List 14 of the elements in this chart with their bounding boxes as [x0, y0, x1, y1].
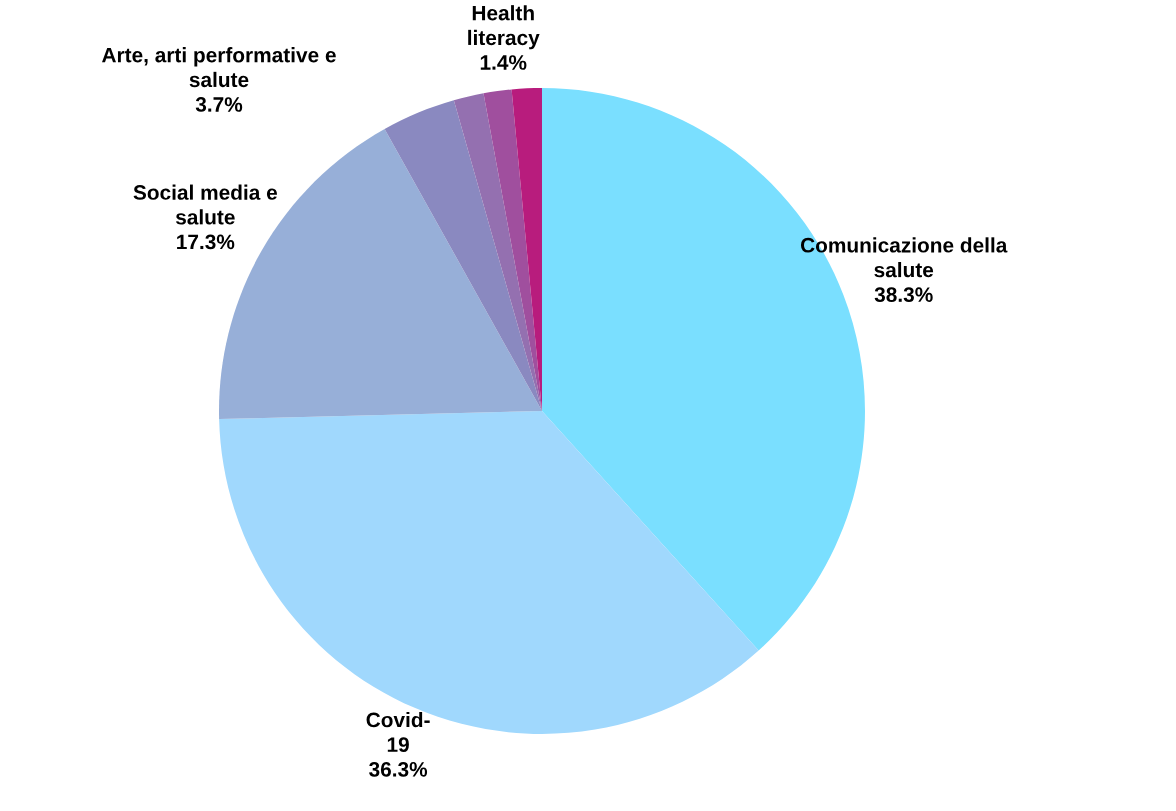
- pie-slice: [453, 93, 542, 411]
- pie-slice: [219, 411, 759, 734]
- data-label: 3.7%: [195, 97, 243, 112]
- slice-label: Health literacy: [468, 5, 540, 50]
- slice-label: Arte, arti performative e salute: [102, 47, 336, 88]
- data-label: 17.3%: [177, 234, 235, 250]
- pie-slice: [483, 89, 542, 411]
- slice-label: Comunicazione della salute: [800, 237, 1008, 278]
- data-label: 38.3%: [874, 287, 933, 303]
- data-label: 36.3%: [369, 761, 428, 777]
- slice-label: Covid- 19: [366, 712, 430, 753]
- data-label: 1.4%: [480, 55, 527, 70]
- pie-slice: [384, 100, 542, 411]
- slice-label: Social media e salute: [133, 184, 277, 225]
